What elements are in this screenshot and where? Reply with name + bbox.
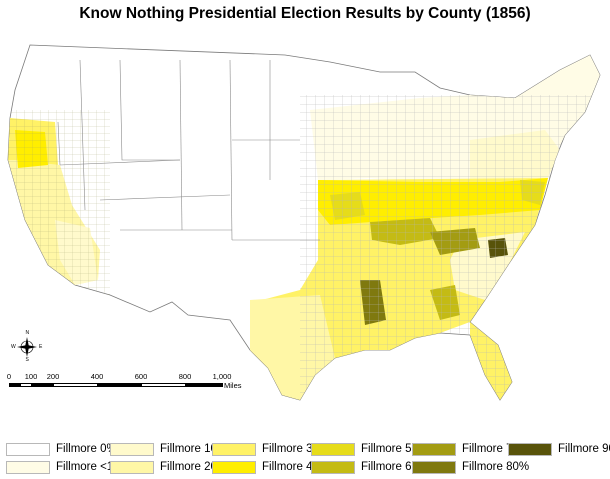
compass-east-label: E [39,344,43,350]
legend-label: Fillmore 60% [361,461,429,473]
legend-swatch [212,460,256,474]
legend-item: Fillmore 60% [311,459,428,475]
scale-segment [185,383,223,387]
scale-tick-label: 400 [90,372,104,381]
scale-segment [97,383,142,387]
scale-tick-label: 600 [134,372,148,381]
legend-label: Fillmore 0% [56,443,117,455]
legend-swatch [412,442,456,456]
compass-north-label: N [25,330,30,336]
legend-swatch [311,460,355,474]
legend: Fillmore 0% Fillmore <10% Fillmore 10% F… [0,438,610,479]
legend-label: Fillmore 10% [160,443,228,455]
scale-segment [53,383,98,387]
western-boundaries [57,59,320,241]
legend-swatch [508,442,552,456]
legend-swatch [6,460,50,474]
scale-tick-label: 1,000 [212,372,232,381]
scale-tick-label: 800 [178,372,192,381]
legend-swatch [110,442,154,456]
scale-tick-label: 0 [6,372,12,381]
map-title: Know Nothing Presidential Election Resul… [79,5,531,22]
legend-item: Fillmore 10% [110,441,227,457]
scale-segment [31,383,54,387]
legend-item: Fillmore 0% [6,441,117,457]
scale-unit: Miles [224,381,242,390]
scale-bar: 0 100 200 400 600 800 1,000 Miles [6,372,246,398]
scale-tick-label: 100 [24,372,38,381]
legend-item: Fillmore 80% [412,459,529,475]
legend-item: Fillmore 90% [508,441,610,457]
legend-swatch [6,442,50,456]
legend-swatch [311,442,355,456]
scale-tick-label: 200 [46,372,60,381]
compass-west-label: W [11,344,16,350]
legend-item: Fillmore 20% [110,459,227,475]
legend-swatch [110,460,154,474]
legend-item: Fillmore 50% [311,441,428,457]
county-map [7,44,601,401]
legend-swatch [212,442,256,456]
legend-label: Fillmore 50% [361,443,429,455]
compass-south-label: S [25,357,29,363]
compass-rose: N S E W [10,330,44,363]
legend-swatch [412,460,456,474]
legend-label: Fillmore 90% [558,443,610,455]
scale-segment [141,383,186,387]
legend-label: Fillmore 80% [462,461,530,473]
legend-label: Fillmore 20% [160,461,228,473]
